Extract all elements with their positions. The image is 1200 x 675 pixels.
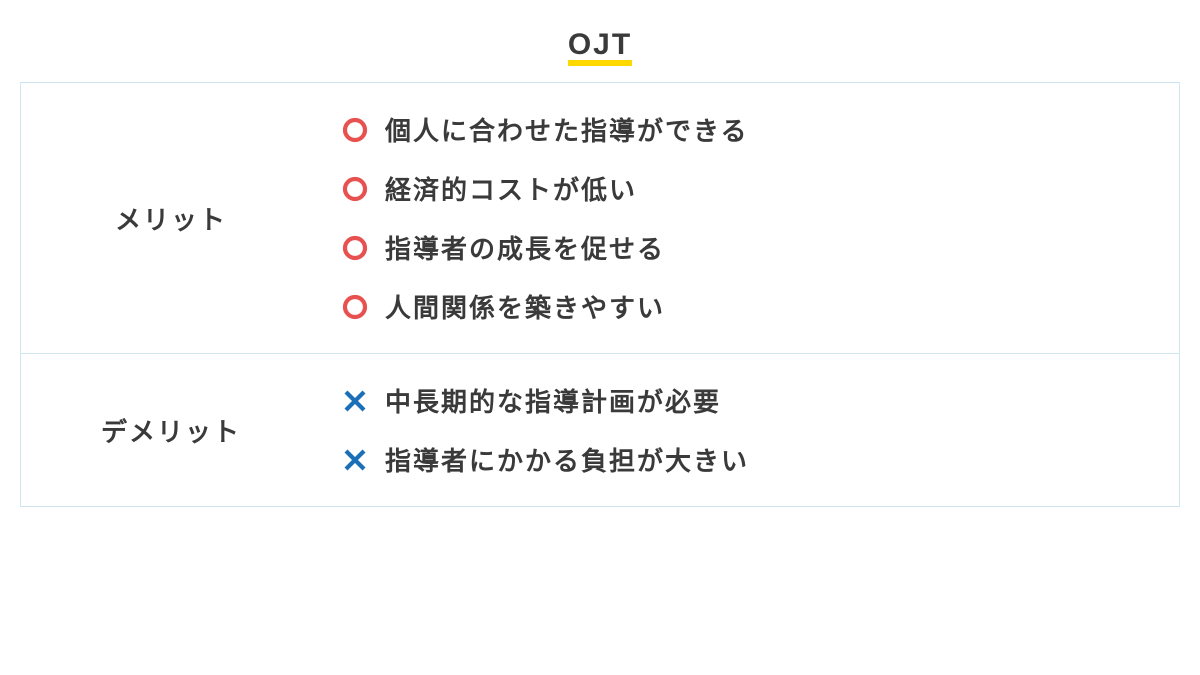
item-text: 個人に合わせた指導ができる	[385, 111, 748, 148]
table-row-merit: メリット 個人に合わせた指導ができる 経済的コストが低い 指導者の成長を促せる	[21, 83, 1179, 353]
row-label-demerit: デメリット	[21, 354, 321, 506]
cross-icon	[341, 446, 369, 474]
page-title: OJT	[568, 28, 632, 64]
circle-icon	[341, 175, 369, 203]
item-text: 経済的コストが低い	[385, 170, 637, 207]
circle-icon	[341, 234, 369, 262]
item-text: 中長期的な指導計画が必要	[385, 382, 721, 419]
list-item: 個人に合わせた指導ができる	[341, 111, 1159, 148]
table-row-demerit: デメリット 中長期的な指導計画が必要 指導者にかかる負担が大きい	[21, 353, 1179, 506]
list-item: 経済的コストが低い	[341, 170, 1159, 207]
list-item: 人間関係を築きやすい	[341, 288, 1159, 325]
circle-icon	[341, 293, 369, 321]
list-item: 指導者の成長を促せる	[341, 229, 1159, 266]
row-label-merit: メリット	[21, 83, 321, 353]
row-items-merit: 個人に合わせた指導ができる 経済的コストが低い 指導者の成長を促せる 人間関係を…	[321, 83, 1179, 353]
item-text: 人間関係を築きやすい	[385, 288, 665, 325]
item-text: 指導者にかかる負担が大きい	[385, 441, 749, 478]
cross-icon	[341, 387, 369, 415]
list-item: 指導者にかかる負担が大きい	[341, 441, 1159, 478]
circle-icon	[341, 116, 369, 144]
title-container: OJT	[0, 0, 1200, 82]
comparison-table: メリット 個人に合わせた指導ができる 経済的コストが低い 指導者の成長を促せる	[20, 82, 1180, 507]
item-text: 指導者の成長を促せる	[385, 229, 665, 266]
list-item: 中長期的な指導計画が必要	[341, 382, 1159, 419]
row-items-demerit: 中長期的な指導計画が必要 指導者にかかる負担が大きい	[321, 354, 1179, 506]
